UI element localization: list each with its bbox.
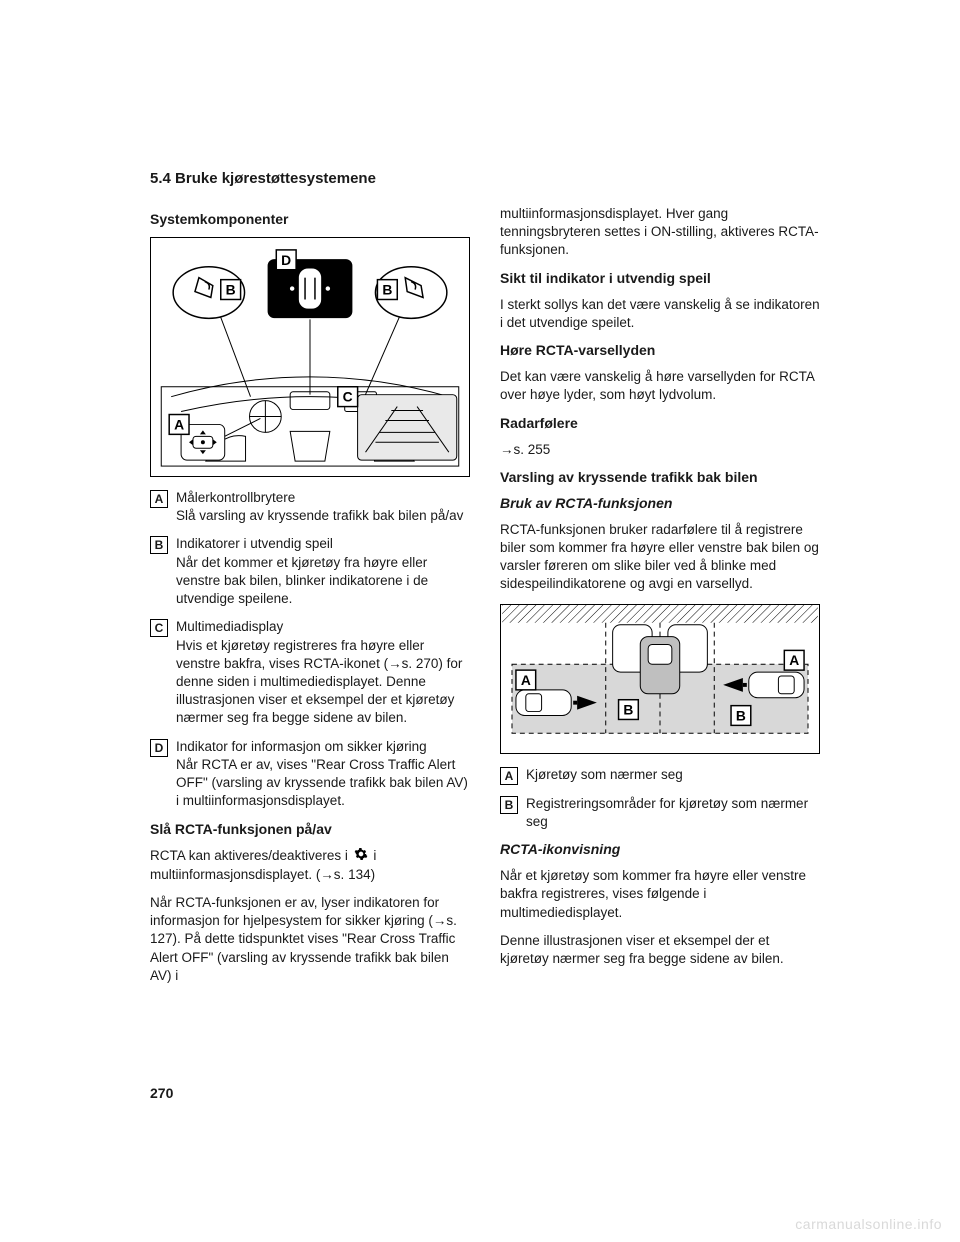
legend-desc: Kjøretøy som nærmer seg xyxy=(526,766,683,784)
right-p0: multiinformasjonsdisplayet. Hver gang te… xyxy=(500,205,820,260)
watermark: carmanualsonline.info xyxy=(795,1216,942,1232)
legend-item: A Kjøretøy som nærmer seg xyxy=(500,766,820,785)
two-column-layout: Systemkomponenter xyxy=(150,205,820,995)
legend-text: Multimediadisplay Hvis et kjøretøy regis… xyxy=(176,618,470,727)
left-heading-2: Slå RCTA-funksjonen på/av xyxy=(150,821,470,837)
fig2-label-A-left: A xyxy=(521,672,531,688)
left-p1: RCTA kan aktiveres/deaktiveres i i multi… xyxy=(150,847,470,884)
page-number: 270 xyxy=(150,1085,173,1101)
legend-desc: Slå varsling av kryssende trafikk bak bi… xyxy=(176,508,463,523)
right-p1: I sterkt sollys kan det være vanskelig å… xyxy=(500,296,820,332)
fig2-label-B-left: B xyxy=(623,701,633,717)
legend-text: Indikator for informasjon om sikker kjør… xyxy=(176,738,470,811)
legend-text: Indikatorer i utvendig speil Når det kom… xyxy=(176,535,470,608)
legend-item: A Målerkontrollbrytere Slå varsling av k… xyxy=(150,489,470,525)
right-p6: Når et kjøretøy som kommer fra høyre ell… xyxy=(500,867,820,922)
section-header: 5.4 Bruke kjørestøttesystemene xyxy=(150,170,820,187)
legend-desc: Hvis et kjøretøy registreres fra høyre e… xyxy=(176,638,462,726)
right-p2: Det kan være vanskelig å høre varsellyde… xyxy=(500,368,820,404)
right-h3: Radarfølere xyxy=(500,415,820,431)
fig1-label-A: A xyxy=(174,416,184,432)
legend-title: Indikatorer i utvendig speil xyxy=(176,536,333,551)
legend-letter: C xyxy=(150,619,168,637)
legend-letter: A xyxy=(150,490,168,508)
legend-title: Indikator for informasjon om sikker kjør… xyxy=(176,739,427,754)
fig1-label-B-left: B xyxy=(226,282,236,298)
left-heading-1: Systemkomponenter xyxy=(150,211,470,227)
legend-letter: A xyxy=(500,767,518,785)
left-p1a: RCTA kan aktiveres/deaktiveres i xyxy=(150,848,348,863)
right-h6: RCTA-ikonvisning xyxy=(500,841,820,857)
right-p3: →s. 255 xyxy=(500,441,820,459)
legend-list-1: A Målerkontrollbrytere Slå varsling av k… xyxy=(150,489,470,811)
figure-rcta-detection: A A B B xyxy=(500,604,820,754)
fig2-label-A-right: A xyxy=(789,652,799,668)
right-column: multiinformasjonsdisplayet. Hver gang te… xyxy=(500,205,820,995)
right-h4: Varsling av kryssende trafikk bak bilen xyxy=(500,469,820,485)
left-p2: Når RCTA-funksjonen er av, lyser indikat… xyxy=(150,894,470,985)
left-column: Systemkomponenter xyxy=(150,205,470,995)
legend-desc: Når det kommer et kjøretøy fra høyre ell… xyxy=(176,555,428,606)
legend-item: C Multimediadisplay Hvis et kjøretøy reg… xyxy=(150,618,470,727)
figure-system-components: B D B A C xyxy=(150,237,470,477)
fig2-label-B-right: B xyxy=(736,707,746,723)
legend-letter: B xyxy=(150,536,168,554)
right-h2: Høre RCTA-varsellyden xyxy=(500,342,820,358)
legend-list-2: A Kjøretøy som nærmer seg B Registrering… xyxy=(500,766,820,831)
legend-item: D Indikator for informasjon om sikker kj… xyxy=(150,738,470,811)
legend-item: B Indikatorer i utvendig speil Når det k… xyxy=(150,535,470,608)
legend-text: Målerkontrollbrytere Slå varsling av kry… xyxy=(176,489,463,525)
right-h5: Bruk av RCTA-funksjonen xyxy=(500,495,820,511)
right-p7: Denne illustrasjonen viser et eksempel d… xyxy=(500,932,820,968)
right-p5: RCTA-funksjonen bruker radarfølere til å… xyxy=(500,521,820,594)
figure2-svg: A A B B xyxy=(501,605,819,753)
figure1-svg: B D B A C xyxy=(151,238,469,476)
fig1-label-D: D xyxy=(281,252,291,268)
fig1-label-B-right: B xyxy=(382,282,392,298)
legend-letter: B xyxy=(500,796,518,814)
legend-letter: D xyxy=(150,739,168,757)
legend-desc: Registreringsområder for kjøretøy som næ… xyxy=(526,795,820,831)
legend-item: B Registreringsområder for kjøretøy som … xyxy=(500,795,820,831)
page-content: 5.4 Bruke kjørestøttesystemene Systemkom… xyxy=(150,170,820,995)
fig1-label-C: C xyxy=(343,389,353,405)
gear-icon xyxy=(354,847,368,866)
right-h1: Sikt til indikator i utvendig speil xyxy=(500,270,820,286)
legend-title: Målerkontrollbrytere xyxy=(176,490,295,505)
legend-desc: Når RCTA er av, vises "Rear Cross Traffi… xyxy=(176,757,468,808)
legend-title: Multimediadisplay xyxy=(176,619,283,634)
